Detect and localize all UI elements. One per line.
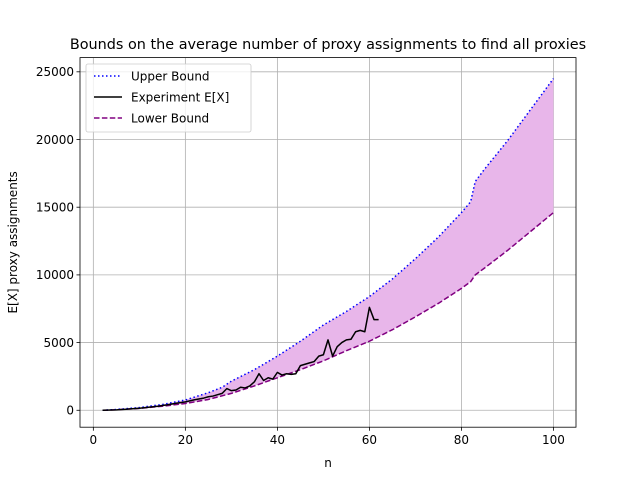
legend-label-experiment: Experiment E[X] — [131, 91, 229, 105]
legend-label-upper-bound: Upper Bound — [131, 70, 210, 84]
x-tick-label: 20 — [178, 433, 193, 447]
series-line-experiment-e-x — [102, 306, 379, 412]
y-tick-label: 15000 — [36, 201, 74, 215]
ticks: 0 20 40 60 80 100 0 5000 10000 15000 20000 25000 — [36, 65, 565, 447]
legend-box — [85, 63, 252, 133]
y-tick-label: 10000 — [36, 268, 74, 282]
x-tick-label: 80 — [454, 433, 469, 447]
y-axis-label: E[X] proxy assignments — [6, 171, 20, 313]
y-tick-label: 5000 — [43, 336, 74, 350]
series-line-lower-bound — [102, 212, 554, 412]
y-tick-label: 20000 — [36, 133, 74, 147]
x-tick-label: 100 — [542, 433, 565, 447]
series-lines — [102, 78, 555, 412]
axes-frame — [79, 57, 577, 428]
x-axis-label: n — [324, 456, 332, 470]
legend: Upper Bound Experiment E[X] Lower Bound — [85, 63, 252, 133]
x-tick-label: 60 — [362, 433, 377, 447]
y-tick-label: 25000 — [36, 65, 74, 79]
legend-label-lower-bound: Lower Bound — [131, 112, 209, 126]
bounds-fill-region — [102, 78, 554, 411]
x-tick-label: 40 — [270, 433, 285, 447]
bounds-fill — [102, 78, 554, 411]
y-tick-label: 0 — [66, 404, 74, 418]
chart-title: Bounds on the average number of proxy as… — [70, 37, 586, 53]
x-tick-label: 0 — [90, 433, 98, 447]
